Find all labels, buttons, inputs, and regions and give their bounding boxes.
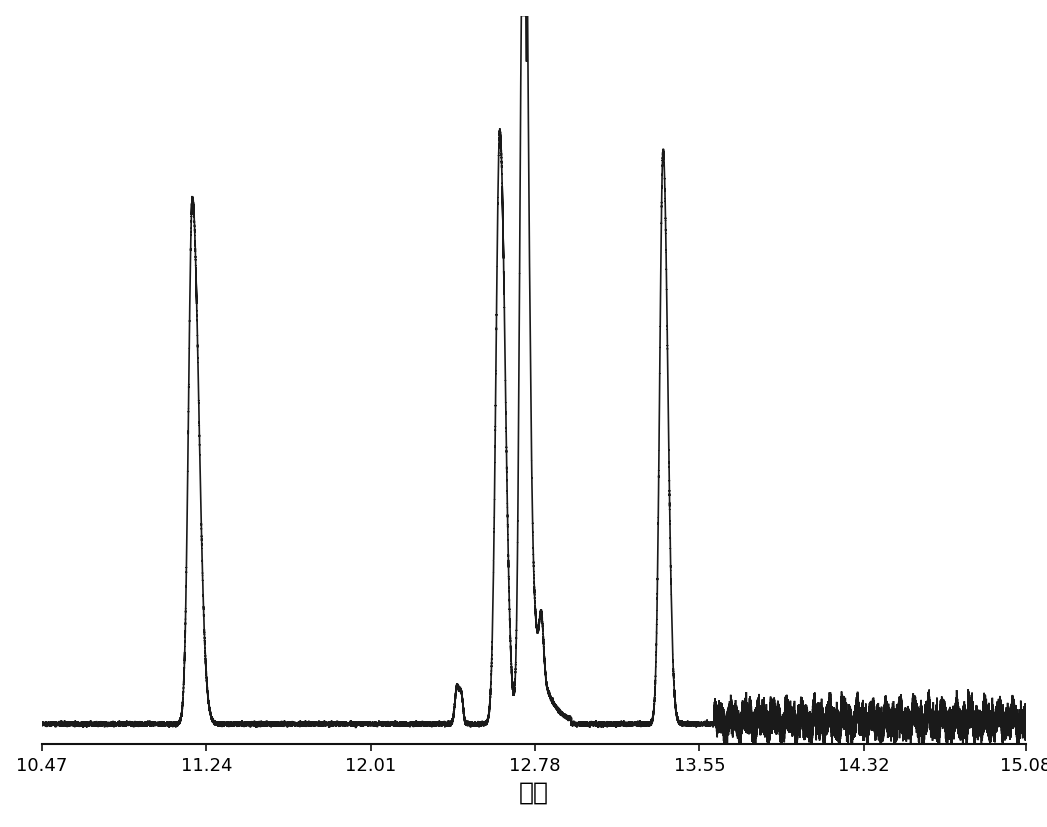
X-axis label: 分钟: 分钟 xyxy=(519,780,549,804)
